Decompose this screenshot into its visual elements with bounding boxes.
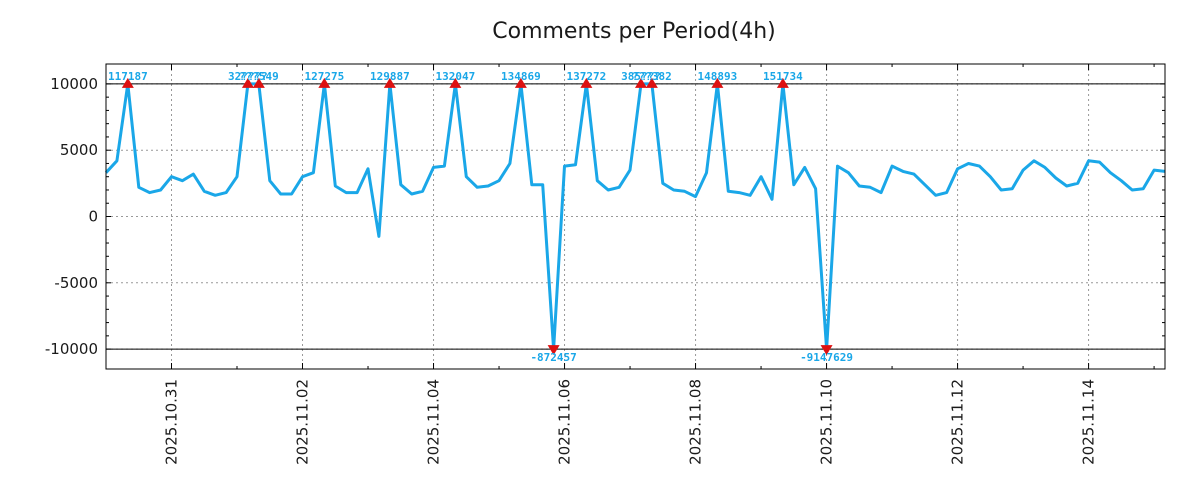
x-tick-label: 2025.11.06 [556,379,574,465]
clip-markers [121,77,833,356]
clip-marker [318,77,331,88]
x-axis: 2025.10.31 2025.11.02 2025.11.04 2025.11.06… [105,64,1155,465]
clip-marker [820,345,833,356]
x-tick-label: 2025.11.08 [687,379,705,465]
series-line [104,82,1166,351]
clip-label: 385??? [621,70,661,83]
clip-marker [383,77,396,88]
series-comments [104,82,1166,351]
clip-label: 137272 [566,70,606,83]
clip-label: 129887 [370,70,410,83]
clip-label: 32???? [228,70,268,83]
clip-label: 117187 [108,70,148,83]
x-tick-label: 2025.11.02 [294,379,312,465]
clip-marker [634,77,647,88]
clip-marker [776,77,789,88]
grid [106,64,1165,369]
clip-label: ???549 [239,70,279,83]
x-tick-label: 2025.11.14 [1080,379,1098,465]
x-tick-label: 2025.11.10 [818,379,836,465]
clip-marker [514,77,527,88]
clip-marker [547,345,560,356]
y-tick-label: -5000 [54,274,98,292]
clip-reference-lines [106,83,1165,350]
chart-title: Comments per Period(4h) [492,19,776,44]
y-tick-label: 0 [88,208,98,226]
clip-label: 134869 [501,70,541,83]
clip-marker [252,77,265,88]
clip-marker [241,77,254,88]
clip-label: -9147629 [800,351,853,364]
x-tick-label: 2025.11.12 [949,379,967,465]
clip-marker [580,77,593,88]
clip-marker [121,77,134,88]
clip-marker [645,77,658,88]
y-axis: 10000 5000 0 -5000 -10000 [45,75,1165,358]
clip-marker [711,77,724,88]
clip-label: 132047 [435,70,475,83]
clip-label: ???382 [632,70,672,83]
clip-label: -872457 [530,351,576,364]
clip-label: 148893 [698,70,738,83]
clip-labels: 117187 32???????549 127275 129887 132047 1348… [108,70,853,364]
clip-label: 127275 [304,70,344,83]
x-tick-label: 2025.11.04 [425,379,443,465]
y-tick-label: 5000 [60,141,98,159]
x-tick-label: 2025.10.31 [163,379,181,465]
y-tick-label: -10000 [45,340,98,358]
clip-label: 151734 [763,70,803,83]
y-tick-label: 10000 [50,75,98,93]
clip-marker [449,77,462,88]
